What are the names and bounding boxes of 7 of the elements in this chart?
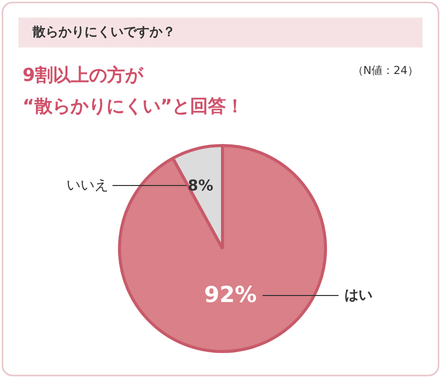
chart-subtitle: 9割以上の方が “散らかりにくい”と回答！ [22,65,244,117]
data-label: 92% [204,283,257,308]
chart-title: 散らかりにくいですか？ [32,25,176,40]
text: （N値：24） [352,64,419,77]
slice-label: はい [344,288,372,304]
slice-label: いいえ [66,178,108,194]
data-label: 8% [188,176,214,194]
